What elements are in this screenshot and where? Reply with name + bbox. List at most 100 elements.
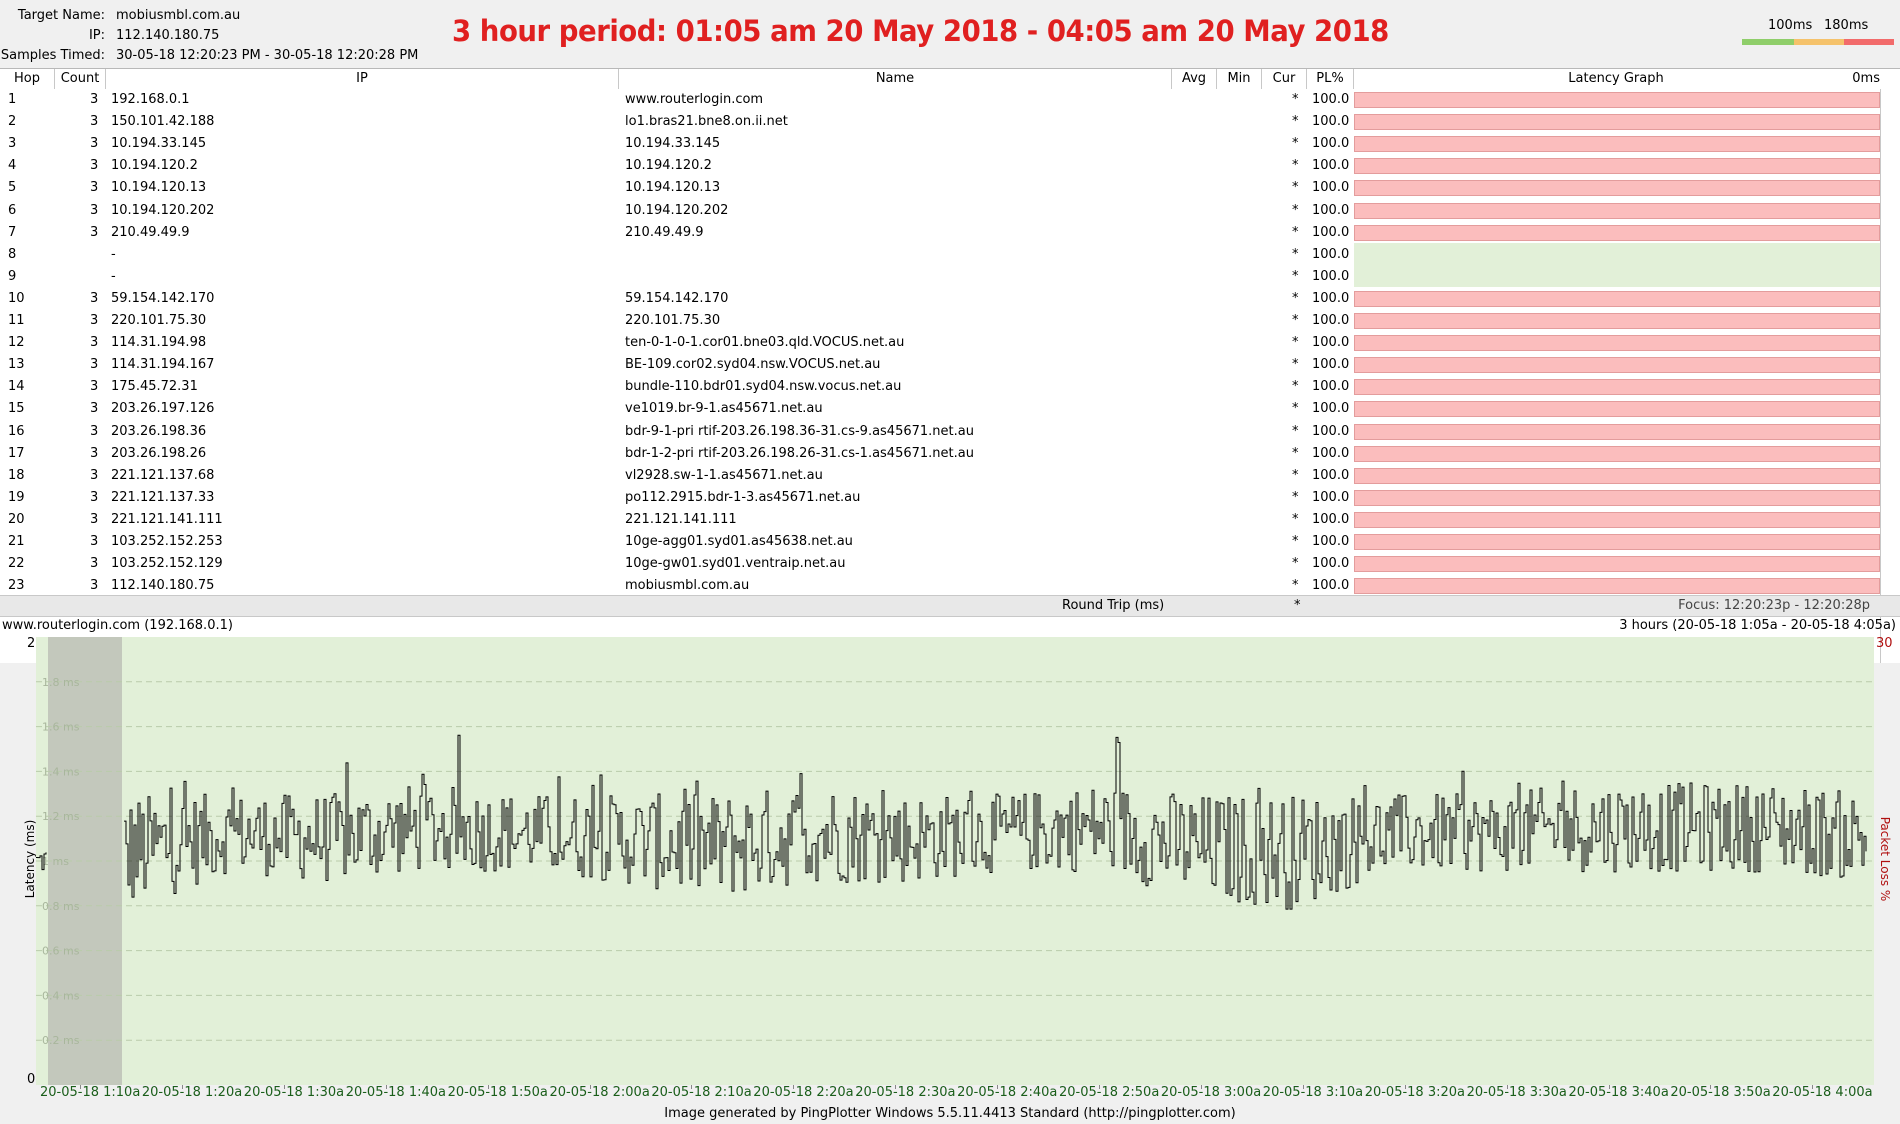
table-row[interactable]: 13 3 114.31.194.167 BE-109.cor02.syd04.nsw.…: [0, 354, 1900, 376]
count-cell: 3: [90, 511, 99, 527]
col-cur[interactable]: Cur: [1262, 69, 1307, 89]
col-min[interactable]: Min: [1217, 69, 1262, 89]
hop-cell: 21: [8, 534, 25, 549]
x-tick-label: 20-05-18 2:10a: [651, 1085, 752, 1100]
cur-cell: *: [1292, 158, 1299, 174]
latency-series-line: [36, 852, 47, 871]
name-cell: 10.194.33.145: [625, 136, 721, 152]
pl-cell: 100.0: [1312, 467, 1350, 483]
cur-cell: *: [1292, 136, 1299, 152]
table-row[interactable]: 21 3 103.252.152.253 10ge-agg01.syd01.as456…: [0, 531, 1900, 553]
table-row[interactable]: 10 3 59.154.142.170 59.154.142.170 * 100.0: [0, 288, 1900, 310]
table-row[interactable]: 5 3 10.194.120.13 10.194.120.13 * 100.0: [0, 177, 1900, 199]
cur-cell: *: [1292, 246, 1299, 262]
ip-cell: 10.194.120.2: [111, 158, 198, 174]
name-cell: ve1019.br-9-1.as45671.net.au: [625, 401, 823, 417]
ip-cell: 10.194.33.145: [111, 136, 207, 152]
scale-label-180: 180ms: [1824, 18, 1869, 33]
x-tick-label: 20-05-18 3:20a: [1364, 1085, 1465, 1100]
loss-bar: [1354, 202, 1880, 219]
table-row[interactable]: 6 3 10.194.120.202 10.194.120.202 * 100.0: [0, 200, 1900, 222]
table-row[interactable]: 4 3 10.194.120.2 10.194.120.2 * 100.0: [0, 155, 1900, 177]
x-tick: [793, 1085, 795, 1089]
graph-header: www.routerlogin.com (192.168.0.1) 3 hour…: [0, 617, 1900, 635]
table-row[interactable]: 17 3 203.26.198.26 bdr-1-2-pri rtif-203.26.…: [0, 443, 1900, 465]
cur-cell: *: [1292, 313, 1299, 328]
table-row[interactable]: 23 3 112.140.180.75 mobiusmbl.com.au * 100.0: [0, 575, 1900, 597]
table-row[interactable]: 3 3 10.194.33.145 10.194.33.145 * 100.0: [0, 133, 1900, 155]
col-ip[interactable]: IP: [106, 69, 619, 89]
pl-cell: 100.0: [1312, 202, 1350, 218]
scale-label-100: 100ms: [1768, 18, 1813, 33]
table-row[interactable]: 19 3 221.121.137.33 po112.2915.bdr-1-3.as45…: [0, 487, 1900, 509]
x-tick: [1812, 1085, 1814, 1089]
table-row[interactable]: 18 3 221.121.137.68 vl2928.sw-1-1.as45671.n…: [0, 465, 1900, 487]
col-name[interactable]: Name: [619, 69, 1172, 89]
count-cell: 3: [90, 467, 99, 483]
x-tick-label: 20-05-18 3:50a: [1670, 1085, 1771, 1100]
col-avg[interactable]: Avg: [1172, 69, 1217, 89]
count-cell: 3: [90, 445, 99, 461]
pl-cell: 100.0: [1312, 489, 1350, 505]
count-cell: 3: [90, 136, 99, 152]
hop-cell: 5: [8, 180, 17, 196]
pl-cell: 100.0: [1312, 290, 1350, 306]
count-cell: 3: [90, 489, 99, 505]
table-row[interactable]: 2 3 150.101.42.188 lo1.bras21.bne8.on.ii.ne…: [0, 111, 1900, 133]
col-pl[interactable]: PL%: [1307, 69, 1354, 89]
round-trip-bar: Round Trip (ms) * Focus: 12:20:23p - 12:…: [0, 595, 1900, 617]
table-row[interactable]: 20 3 221.121.141.111 221.121.141.111 * 100.0: [0, 509, 1900, 531]
ip-cell: 114.31.194.167: [111, 357, 215, 373]
table-row[interactable]: 11 3 220.101.75.30 220.101.75.30 * 100.0: [0, 310, 1900, 332]
table-row[interactable]: 12 3 114.31.194.98 ten-0-1-0-1.cor01.bne03.…: [0, 332, 1900, 354]
latency-series-line: [124, 734, 1867, 910]
table-row[interactable]: 16 3 203.26.198.36 bdr-9-1-pri rtif-203.26.…: [0, 421, 1900, 443]
table-row[interactable]: 15 3 203.26.197.126 ve1019.br-9-1.as45671.n…: [0, 398, 1900, 420]
loss-bar: [1354, 489, 1880, 506]
name-cell: bdr-9-1-pri rtif-203.26.198.36-31.cs-9.a…: [625, 423, 974, 439]
table-row[interactable]: 14 3 175.45.72.31 bundle-110.bdr01.syd04.ns…: [0, 376, 1900, 398]
x-tick: [385, 1085, 387, 1089]
table-row[interactable]: 22 3 103.252.152.129 10ge-gw01.syd01.ventra…: [0, 553, 1900, 575]
cur-cell: *: [1292, 290, 1299, 306]
hop-cell: 12: [8, 335, 25, 351]
col-latency-graph[interactable]: Latency Graph: [1568, 71, 1664, 86]
hop-cell: 20: [8, 511, 25, 527]
cur-cell: *: [1292, 180, 1299, 196]
y-tick-label: 1.8 ms: [42, 676, 80, 689]
y-tick-label: 1 ms: [42, 855, 69, 868]
loss-bar: [1354, 114, 1880, 131]
table-header: Hop Count IP Name Avg Min Cur PL% Latenc…: [0, 68, 1900, 90]
ip-cell: 221.121.137.68: [111, 467, 215, 483]
name-cell: po112.2915.bdr-1-3.as45671.net.au: [625, 489, 861, 505]
col-hop[interactable]: Hop: [0, 69, 55, 89]
table-row[interactable]: 9 - * 100.0: [0, 266, 1900, 288]
ip-cell: 175.45.72.31: [111, 379, 198, 395]
round-trip-label: Round Trip (ms): [1062, 598, 1165, 613]
name-cell: vl2928.sw-1-1.as45671.net.au: [625, 467, 823, 483]
name-cell: BE-109.cor02.syd04.nsw.VOCUS.net.au: [625, 357, 881, 373]
table-row[interactable]: 7 3 210.49.49.9 210.49.49.9 * 100.0: [0, 222, 1900, 244]
scale-orange: [1794, 39, 1844, 45]
count-cell: 3: [90, 401, 99, 417]
latency-chart[interactable]: 1.8 ms 1.6 ms 1.4 ms 1.2 ms 1 ms 0.8 ms 0.6 ms…: [36, 637, 1874, 1085]
ip-cell: 10.194.120.202: [111, 202, 215, 218]
cur-cell: *: [1292, 534, 1299, 549]
hop-cell: 19: [8, 489, 25, 505]
hop-cell: 17: [8, 445, 25, 461]
ip-cell: 112.140.180.75: [111, 578, 215, 594]
name-cell: 59.154.142.170: [625, 290, 729, 306]
target-ip-label: IP:: [88, 28, 105, 43]
table-row[interactable]: 1 3 192.168.0.1 www.routerlogin.com * 100.0: [0, 89, 1900, 111]
count-cell: 3: [90, 180, 99, 196]
col-count[interactable]: Count: [55, 69, 106, 89]
table-row[interactable]: 8 - * 100.0: [0, 244, 1900, 266]
hop-cell: 11: [8, 313, 25, 328]
y2-axis-label: Packet Loss %: [1878, 816, 1892, 902]
loss-bar: [1354, 445, 1880, 462]
scale-red: [1844, 39, 1894, 45]
hop-cell: 18: [8, 467, 25, 483]
y-tick-label: 0.8 ms: [42, 900, 80, 913]
count-cell: 3: [90, 224, 99, 240]
samples-value: 30-05-18 12:20:23 PM - 30-05-18 12:20:28…: [116, 48, 419, 63]
